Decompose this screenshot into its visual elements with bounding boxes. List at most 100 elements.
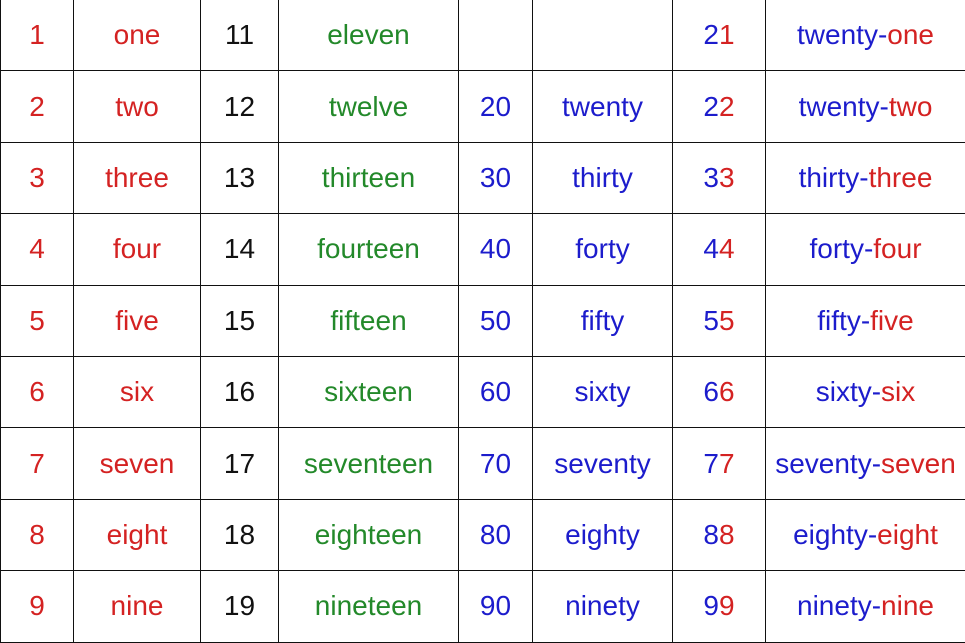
teen-word: eleven — [327, 19, 410, 51]
compound-ones-digit: 4 — [719, 233, 735, 265]
compound-ones-word: three — [868, 161, 933, 193]
teen-number: 16 — [223, 376, 256, 408]
teen-number: 12 — [223, 90, 256, 122]
tens-number: 80 — [479, 518, 512, 550]
compound-ones-digit: 7 — [719, 447, 735, 479]
compound-tens-digit: 2 — [703, 19, 719, 51]
tens-word-cell: thirty — [533, 142, 673, 215]
compound-ones-word: two — [888, 90, 933, 122]
tens-number-cell: 30 — [459, 142, 533, 215]
teen-word: sixteen — [324, 376, 413, 408]
compound-tens-word: sixty- — [815, 376, 882, 408]
compound-word-cell: twenty-one — [766, 0, 965, 72]
compound-tens-digit: 4 — [703, 233, 719, 265]
ones-word-cell: three — [74, 142, 201, 215]
compound-tens-digit: 9 — [703, 590, 719, 622]
compound-tens-word: forty- — [809, 233, 874, 265]
teen-number: 13 — [223, 161, 256, 193]
tens-number-cell: 60 — [459, 356, 533, 429]
tens-number-cell — [459, 0, 533, 72]
ones-word-cell: eight — [74, 499, 201, 572]
ones-number-cell: 2 — [1, 71, 74, 143]
compound-tens-word: ninety- — [797, 590, 882, 622]
tens-word: seventy — [554, 447, 651, 479]
teen-number-cell: 11 — [201, 0, 279, 72]
tens-word-cell — [533, 0, 673, 72]
tens-word: eighty — [565, 518, 640, 550]
compound-word-cell: fifty-five — [766, 286, 965, 357]
compound-tens-digit: 3 — [703, 161, 719, 193]
tens-word: twenty — [562, 90, 643, 122]
ones-number: 7 — [29, 447, 45, 479]
teen-word-cell: fifteen — [279, 285, 459, 357]
compound-ones-digit: 9 — [719, 590, 735, 622]
tens-number-cell: 50 — [459, 285, 533, 357]
ones-word-cell: six — [74, 356, 201, 429]
tens-word-cell: eighty — [533, 499, 673, 572]
teen-word: fifteen — [330, 304, 407, 336]
compound-ones-digit: 5 — [719, 304, 735, 336]
compound-tens-digit: 5 — [703, 304, 719, 336]
teen-number-cell: 17 — [201, 428, 279, 500]
compound-ones-digit: 2 — [719, 90, 735, 122]
compound-word-cell: eighty-eight — [766, 500, 965, 572]
teen-number-cell: 18 — [201, 499, 279, 572]
teen-number: 11 — [224, 19, 255, 51]
teen-number-cell: 12 — [201, 71, 279, 143]
ones-number: 1 — [29, 19, 45, 51]
teen-number-cell: 14 — [201, 214, 279, 286]
teen-number: 18 — [223, 518, 256, 550]
teen-number: 14 — [223, 233, 256, 265]
compound-ones-digit: 1 — [719, 19, 735, 51]
tens-word-cell: seventy — [533, 428, 673, 500]
teen-word: twelve — [328, 90, 409, 122]
tens-word-cell: forty — [533, 214, 673, 286]
compound-ones-word: seven — [881, 447, 956, 479]
ones-number: 3 — [29, 161, 45, 193]
ones-number: 2 — [29, 90, 45, 122]
teen-number: 15 — [223, 304, 256, 336]
ones-number-cell: 4 — [1, 214, 74, 286]
compound-tens-digit: 8 — [703, 518, 719, 550]
ones-number-cell: 3 — [1, 142, 74, 215]
teen-number-cell: 13 — [201, 142, 279, 215]
tens-word: thirty — [572, 161, 633, 193]
compound-tens-digit: 7 — [703, 447, 719, 479]
tens-number: 30 — [479, 161, 512, 193]
ones-word: three — [105, 161, 169, 193]
compound-tens-digit: 6 — [703, 376, 719, 408]
ones-number: 9 — [29, 590, 45, 622]
tens-number: 20 — [479, 90, 512, 122]
teen-word-cell: eighteen — [279, 499, 459, 572]
teen-word-cell: nineteen — [279, 571, 459, 643]
tens-number-cell: 90 — [459, 571, 533, 643]
compound-tens-digit: 2 — [703, 90, 719, 122]
compound-ones-word: four — [873, 233, 922, 265]
ones-word-cell: one — [74, 0, 201, 72]
teen-word: eighteen — [314, 518, 423, 550]
ones-word-cell: nine — [74, 571, 201, 643]
ones-number-cell: 8 — [1, 499, 74, 572]
tens-word-cell: ninety — [533, 571, 673, 643]
compound-tens-word: thirty- — [798, 161, 869, 193]
compound-tens-word: twenty- — [797, 19, 888, 51]
tens-number: 40 — [479, 233, 512, 265]
ones-number-cell: 9 — [1, 571, 74, 643]
ones-word: six — [119, 376, 155, 408]
ones-word-cell: seven — [74, 428, 201, 500]
compound-ones-digit: 8 — [719, 518, 735, 550]
compound-word-cell: sixty-six — [766, 357, 965, 429]
teen-word-cell: eleven — [279, 0, 459, 72]
tens-word-cell: fifty — [533, 285, 673, 357]
ones-number: 6 — [29, 376, 45, 408]
compound-word-cell: forty-four — [766, 214, 965, 286]
